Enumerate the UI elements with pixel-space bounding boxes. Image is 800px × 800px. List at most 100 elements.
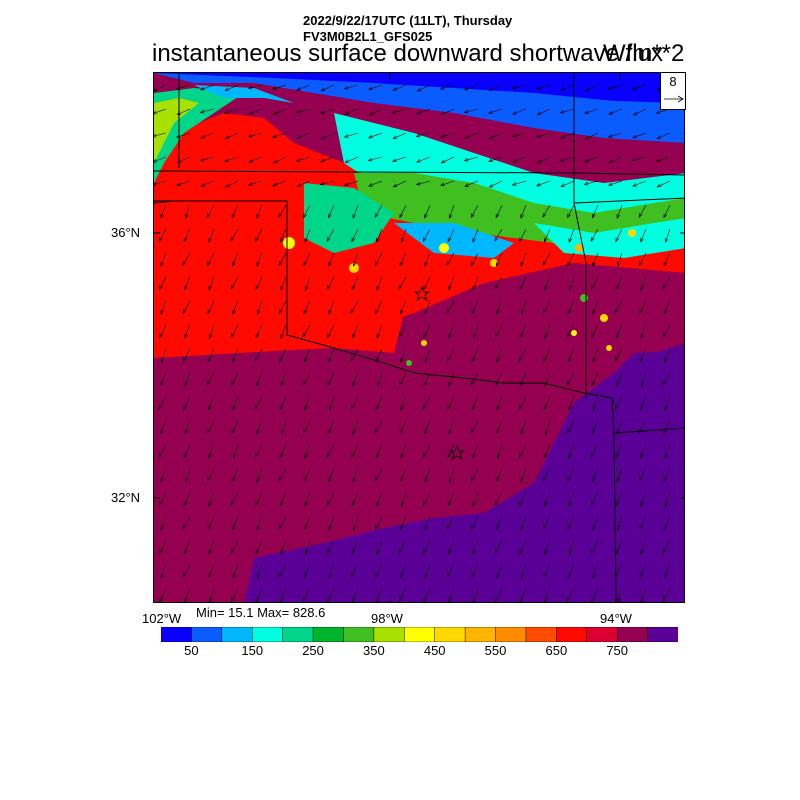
wind-vector [160, 204, 167, 219]
wind-vector [591, 420, 599, 435]
wind-vector [184, 468, 191, 483]
lon-label-98w: 98°W [371, 611, 403, 626]
wind-vector [592, 348, 599, 363]
wind-vector [446, 300, 455, 314]
wind-vector [568, 540, 575, 555]
wind-vector [607, 180, 623, 186]
wind-vector [663, 468, 671, 483]
wind-vector [224, 156, 239, 163]
wind-vector [295, 156, 311, 162]
wind-vector [391, 156, 407, 162]
wind-vector [176, 180, 191, 187]
wind-vector [207, 252, 215, 267]
wind-vector [207, 516, 215, 531]
wind-vector [208, 540, 215, 555]
wind-vector [664, 444, 671, 459]
colorbar-swatch [343, 627, 375, 642]
wind-vector [160, 348, 167, 363]
wind-vector [280, 276, 287, 291]
wind-vector [392, 132, 407, 139]
wind-vector [256, 516, 263, 531]
wind-vector [206, 420, 215, 434]
wind-vector [519, 540, 527, 555]
wind-vector [207, 564, 215, 579]
wind-vector [302, 372, 311, 386]
wind-vector [230, 540, 239, 554]
wind-vector [272, 156, 287, 164]
wind-vector [495, 204, 503, 219]
wind-vector [488, 156, 503, 163]
wind-vector [224, 84, 239, 91]
wind-vector [328, 564, 335, 579]
wind-vector [350, 564, 359, 578]
wind-vector [542, 300, 551, 314]
wind-vector [254, 444, 263, 458]
wind-vector [472, 444, 479, 459]
wind-vector [350, 300, 359, 314]
wind-vector [518, 444, 527, 458]
wind-vector [448, 324, 455, 339]
lon-label-94w: 94°W [600, 611, 632, 626]
wind-vector [302, 324, 311, 338]
wind-vector [175, 84, 191, 90]
wind-vector [256, 420, 263, 435]
wind-vector [591, 324, 599, 339]
wind-vector [584, 84, 599, 92]
wind-vector [255, 276, 263, 291]
wind-vector [158, 492, 167, 506]
wind-vector [376, 492, 383, 507]
wind-vector [224, 132, 239, 140]
wind-vector [590, 540, 599, 554]
wind-vector [374, 252, 383, 266]
wind-vector [255, 540, 263, 555]
wind-vector [544, 324, 551, 339]
header-datetime: 2022/9/22/17UTC (11LT), Thursday [303, 13, 513, 28]
wind-vector [440, 108, 455, 115]
wind-vector [422, 396, 431, 410]
colorbar-label: 250 [302, 643, 324, 658]
wind-vector [488, 84, 503, 91]
wind-vector [424, 300, 431, 315]
wind-vector [199, 156, 215, 162]
wind-vector [231, 468, 239, 483]
wind-vector [400, 348, 407, 363]
wind-vector [470, 372, 479, 386]
wind-vector [208, 444, 215, 459]
wind-vector [566, 588, 575, 602]
wind-vector [584, 132, 599, 140]
wind-vector [375, 348, 383, 363]
wind-vector [567, 252, 575, 267]
wind-vector [328, 396, 335, 411]
wind-vector [182, 516, 191, 530]
wind-vector [632, 84, 647, 91]
wind-vector [568, 444, 575, 459]
wind-vector [663, 420, 671, 435]
wind-vector [328, 348, 335, 363]
wind-vector [423, 420, 431, 435]
wind-vector [471, 348, 479, 363]
wind-vector [591, 468, 599, 483]
wind-vector [440, 180, 455, 187]
wind-vector [662, 276, 671, 290]
wind-vector [496, 348, 503, 363]
wind-vector [567, 516, 575, 531]
wind-vector [176, 156, 191, 164]
min-max-label: Min= 15.1 Max= 828.6 [196, 605, 326, 620]
wind-vector [494, 540, 503, 554]
wind-vector [424, 468, 431, 483]
wind-vector [496, 564, 503, 579]
wind-vector [566, 420, 575, 434]
wind-vector [415, 180, 431, 186]
wind-vector [472, 588, 479, 602]
colorbar-label: 550 [484, 643, 507, 658]
wind-vector [543, 492, 551, 507]
wind-vector [398, 372, 407, 386]
wind-vector [520, 420, 527, 435]
colorbar-swatch [282, 627, 314, 642]
wind-vector [471, 300, 479, 315]
wind-vector [615, 540, 623, 555]
wind-vector [544, 540, 551, 555]
wind-vector [662, 372, 671, 386]
wind-vector [158, 396, 167, 410]
wind-vector [398, 276, 407, 290]
